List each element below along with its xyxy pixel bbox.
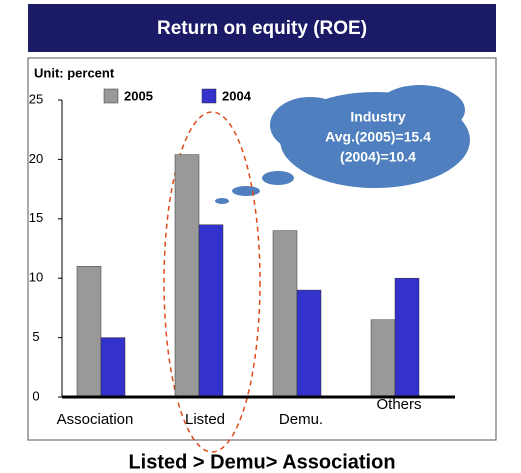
bar xyxy=(198,224,224,398)
chart-title: Return on equity (ROE) xyxy=(157,18,367,39)
annotation: (2004)=10.4 xyxy=(340,149,416,165)
x-tick-label: Listed xyxy=(185,411,225,428)
unit-label: Unit: percent xyxy=(34,65,115,80)
cloud-bubble xyxy=(215,198,229,204)
bar xyxy=(76,266,102,398)
y-tick-label: 25 xyxy=(29,91,43,106)
title-banner xyxy=(28,4,496,52)
y-tick-label: 10 xyxy=(29,270,43,285)
x-tick-label: Demu. xyxy=(279,411,323,428)
cloud-bubble xyxy=(262,171,294,185)
plot-frame xyxy=(27,57,497,441)
x-tick-label: Others xyxy=(376,396,421,413)
bar xyxy=(100,337,126,398)
bar xyxy=(370,319,396,398)
caption: Listed > Demu> Association xyxy=(128,451,395,473)
cloud-puff xyxy=(270,97,350,153)
legend-swatch xyxy=(103,88,119,104)
annotation: Industry xyxy=(350,109,405,125)
bar xyxy=(174,154,200,398)
bar xyxy=(394,277,420,398)
y-tick-label: 0 xyxy=(32,388,39,403)
bar xyxy=(296,289,322,398)
cloud-puff xyxy=(375,85,465,135)
y-tick-label: 15 xyxy=(29,210,43,225)
annotation: Avg.(2005)=15.4 xyxy=(325,129,431,145)
legend-label: 2004 xyxy=(222,88,252,103)
x-tick-label: Association xyxy=(57,411,134,428)
y-tick-label: 5 xyxy=(32,329,39,344)
legend-swatch xyxy=(201,88,217,104)
highlight-ellipse xyxy=(163,111,261,453)
y-tick-label: 20 xyxy=(29,151,43,166)
bar xyxy=(272,230,298,398)
legend-label: 2005 xyxy=(124,88,153,103)
cloud-bubble xyxy=(232,186,260,196)
